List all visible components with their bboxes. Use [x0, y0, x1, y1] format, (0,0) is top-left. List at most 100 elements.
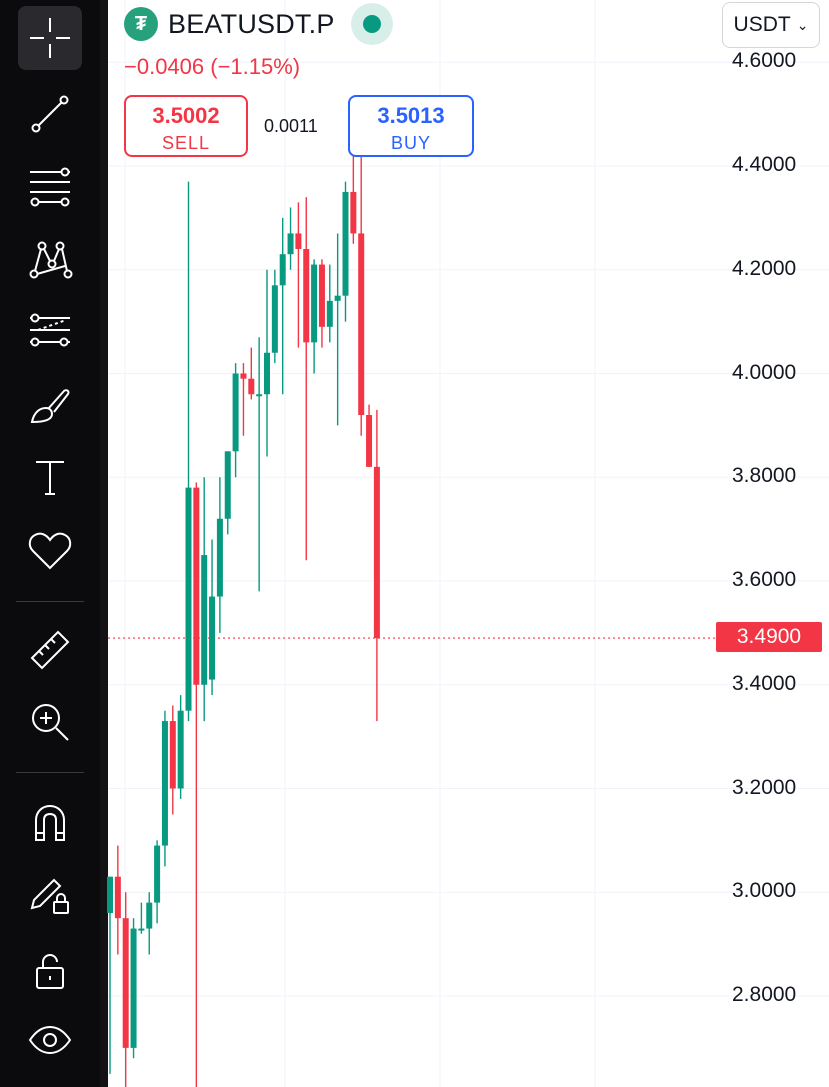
pattern-tool[interactable] — [18, 226, 82, 290]
candle-body — [295, 233, 302, 249]
price-tick-label: 4.0000 — [732, 360, 797, 384]
favorites-tool[interactable] — [18, 518, 82, 582]
candle-body — [122, 918, 129, 1048]
candle[interactable] — [295, 202, 302, 348]
candle-body — [248, 378, 255, 395]
candle[interactable] — [287, 207, 294, 270]
text-tool[interactable] — [18, 446, 82, 510]
candle[interactable] — [169, 705, 176, 815]
visibility-tool[interactable] — [18, 1008, 82, 1072]
magnet-icon — [35, 804, 65, 841]
ruler-icon — [30, 630, 70, 670]
zoom-in-tool[interactable] — [18, 690, 82, 754]
candle[interactable] — [177, 695, 184, 799]
candle-body — [326, 300, 333, 327]
symbol-name[interactable]: BEATUSDT.P — [168, 8, 335, 39]
candle[interactable] — [256, 337, 263, 592]
buy-button[interactable]: 3.5013 BUY — [348, 95, 474, 157]
candle-body — [318, 264, 325, 327]
candle-body — [287, 233, 294, 255]
candle-body — [256, 394, 263, 397]
price-tick-label: 4.4000 — [732, 153, 797, 176]
currency-label: USDT — [733, 13, 791, 36]
toolbar-edge — [100, 0, 108, 1087]
candle[interactable] — [107, 876, 113, 1074]
candle-body — [366, 415, 373, 467]
candle-body — [271, 285, 278, 353]
candle[interactable] — [311, 259, 318, 374]
candle-body — [193, 487, 200, 685]
candle[interactable] — [122, 892, 129, 1087]
trend-line-tool[interactable] — [18, 82, 82, 146]
candle[interactable] — [193, 482, 200, 1087]
pattern-icon — [29, 241, 73, 279]
candle[interactable] — [224, 451, 231, 535]
fib-retracement-icon — [30, 167, 70, 207]
prediction-tool[interactable] — [18, 298, 82, 362]
candle-body — [201, 555, 208, 685]
price-tick-label: 3.2000 — [732, 775, 797, 799]
crosshair-icon — [30, 18, 70, 58]
candle[interactable] — [232, 363, 239, 478]
zoom-in-icon — [32, 704, 69, 741]
candle[interactable] — [154, 840, 161, 924]
toolbar-divider — [16, 772, 84, 773]
lock-drawing-icon — [30, 878, 69, 914]
lock-drawing-tool[interactable] — [18, 862, 82, 926]
candle[interactable] — [264, 269, 270, 457]
candle[interactable] — [216, 477, 223, 633]
tether-logo-icon: ₮ — [124, 7, 158, 41]
candle[interactable] — [271, 269, 278, 364]
buy-price: 3.5013 — [377, 103, 445, 128]
ruler-tool[interactable] — [18, 618, 82, 682]
market-status-indicator[interactable] — [350, 3, 393, 45]
sell-button[interactable]: 3.5002 SELL — [124, 95, 248, 157]
unlock-icon — [36, 954, 64, 989]
candle[interactable] — [279, 217, 286, 395]
price-tick-label: 3.8000 — [732, 464, 797, 488]
currency-selector[interactable]: USDT ⌄ — [722, 2, 820, 48]
unlock-tool[interactable] — [18, 938, 82, 1002]
brush-icon — [30, 389, 70, 424]
candle[interactable] — [114, 845, 121, 955]
price-tick-label: 3.6000 — [732, 568, 797, 591]
candle-body — [130, 928, 137, 1048]
price-tick-label: 2.8000 — [732, 983, 797, 1006]
candle[interactable] — [201, 477, 208, 722]
candle[interactable] — [138, 902, 145, 934]
symbol-header[interactable]: ₮ BEATUSDT.P — [124, 3, 393, 45]
candle[interactable] — [318, 259, 325, 348]
candle[interactable] — [366, 404, 373, 467]
chevron-down-icon: ⌄ — [796, 16, 809, 33]
magnet-tool[interactable] — [18, 790, 82, 854]
candle[interactable] — [209, 539, 216, 696]
fib-retracement-tool[interactable] — [18, 154, 82, 218]
drawing-toolbar — [0, 0, 100, 1087]
price-tick-label: 3.4000 — [732, 671, 797, 695]
candle-body — [161, 721, 168, 846]
candle[interactable] — [373, 409, 380, 722]
crosshair-tool[interactable] — [18, 6, 82, 70]
candle[interactable] — [358, 155, 365, 436]
candle[interactable] — [240, 363, 247, 436]
candle[interactable] — [161, 710, 168, 867]
candle[interactable] — [248, 347, 255, 400]
candle[interactable] — [326, 264, 333, 343]
candle[interactable] — [146, 892, 153, 955]
candle-body — [373, 466, 380, 639]
candle-body — [185, 487, 192, 711]
candle[interactable] — [334, 233, 341, 426]
candle-body — [358, 233, 365, 415]
candle[interactable] — [185, 181, 192, 722]
brush-tool[interactable] — [18, 372, 82, 436]
candle-body — [279, 254, 286, 286]
spread-value: 0.0011 — [264, 116, 318, 136]
candle-body — [240, 373, 247, 379]
candle[interactable] — [303, 197, 310, 561]
candle-body — [138, 928, 145, 931]
candle[interactable] — [342, 181, 349, 322]
candle[interactable] — [130, 918, 137, 1059]
candle-body — [342, 191, 349, 296]
trend-line-icon — [31, 95, 69, 133]
